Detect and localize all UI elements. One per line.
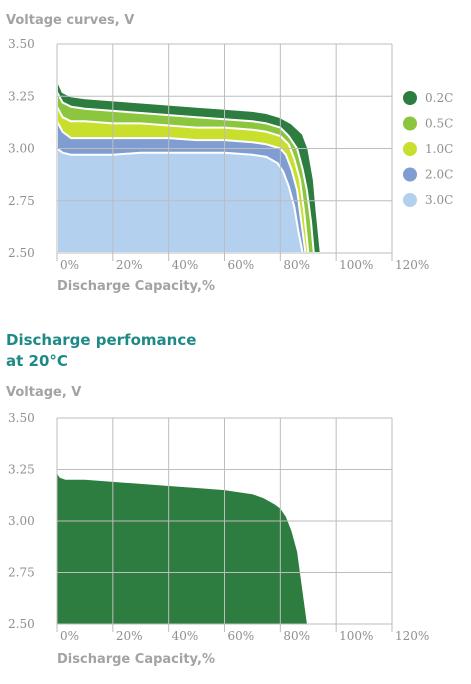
legend-swatch: [403, 193, 417, 207]
x-tick-label: 100%: [339, 258, 373, 272]
x-axis-label: Discharge Capacity,%: [57, 279, 215, 294]
section-heading-line1: Discharge perfomance: [6, 331, 196, 349]
section-heading-line2: at 20°C: [6, 352, 68, 370]
x-axis-label: Discharge Capacity,%: [57, 652, 215, 667]
legend-swatch: [403, 116, 417, 131]
chart-title: Voltage curves, V: [6, 13, 134, 28]
y-tick-label: 3.50: [8, 37, 35, 51]
plot-areas: [56, 78, 322, 254]
y-tick-label: 2.50: [8, 617, 35, 631]
legend-label: 0.5C: [425, 117, 453, 131]
chart-title: Voltage, V: [6, 385, 81, 400]
x-tick-labels: 0% 20% 40% 60% 80% 100% 120%: [60, 629, 429, 643]
gridlines: [56, 417, 393, 632]
x-tick-label: 120%: [395, 629, 429, 643]
y-tick-labels: 3.50 3.25 3.00 2.75 2.50: [8, 411, 35, 631]
legend-swatch: [403, 142, 417, 156]
legend-label: 2.0C: [425, 168, 453, 182]
x-tick-label: 40%: [172, 629, 199, 643]
y-tick-label: 2.75: [8, 566, 35, 580]
y-tick-label: 2.75: [8, 194, 35, 208]
legend-swatch: [403, 167, 417, 182]
x-tick-label: 40%: [172, 258, 199, 272]
x-tick-label: 20%: [116, 629, 143, 643]
x-tick-label: 0%: [60, 629, 79, 643]
legend-label: 1.0C: [425, 142, 453, 156]
voltage-curves-chart: Voltage curves, V 3.50 3.25 3.00 2.75 2.50 0…: [6, 13, 453, 294]
x-tick-label: 0%: [60, 258, 79, 272]
x-tick-label: 60%: [228, 629, 255, 643]
x-tick-label: 20%: [116, 258, 143, 272]
y-tick-label: 3.00: [8, 142, 35, 156]
x-tick-label: 120%: [395, 258, 429, 272]
series-area-series: [57, 473, 307, 624]
legend-label: 0.2C: [425, 91, 453, 105]
legend-label: 3.0C: [425, 193, 453, 207]
x-tick-label: 80%: [283, 629, 310, 643]
x-tick-label: 60%: [228, 258, 255, 272]
plot-areas: [57, 473, 307, 624]
legend: 0.2C 0.5C 1.0C 2.0C 3.0C: [403, 91, 453, 207]
y-tick-label: 3.00: [8, 514, 35, 528]
x-tick-label: 100%: [339, 629, 373, 643]
y-tick-label: 3.25: [8, 463, 35, 477]
x-tick-labels: 0% 20% 40% 60% 80% 100% 120%: [60, 258, 429, 272]
discharge-performance-chart: Voltage, V 3.50 3.25 3.00 2.75 2.50 0% 20% 40%…: [6, 385, 429, 667]
y-tick-labels: 3.50 3.25 3.00 2.75 2.50: [8, 37, 35, 260]
x-tick-label: 80%: [283, 258, 310, 272]
y-tick-label: 3.25: [8, 89, 35, 103]
y-tick-label: 3.50: [8, 411, 35, 425]
gridlines: [56, 43, 393, 261]
legend-swatch: [403, 91, 417, 105]
y-tick-label: 2.50: [8, 246, 35, 260]
